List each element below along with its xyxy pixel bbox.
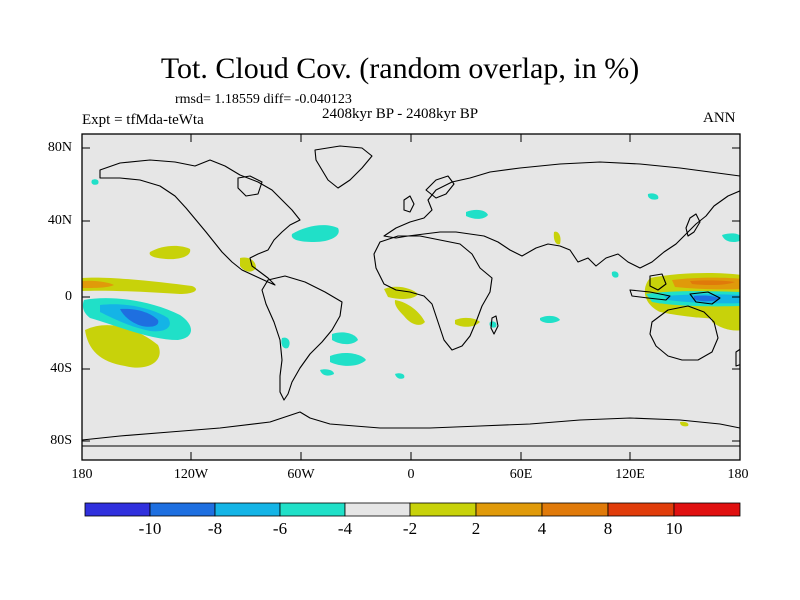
- anomaly-arabia-positive: [553, 231, 561, 245]
- colorbar-box-1: [84, 502, 151, 517]
- anomaly-indian-negative: [540, 315, 560, 323]
- anomaly-satl-negative2: [330, 353, 366, 366]
- anomaly-nw-europe-negative: [466, 209, 488, 219]
- coast-borneo: [649, 273, 667, 291]
- coast-north-america: [99, 159, 301, 286]
- anomaly-antarctic-positive: [680, 421, 689, 427]
- colorbar-label: 8: [603, 519, 613, 538]
- anomaly-angola-positive: [394, 300, 425, 325]
- anomaly-guinea-positive: [384, 286, 418, 299]
- coast-south-america: [261, 275, 343, 401]
- colorbar-label: -2: [402, 519, 418, 538]
- anomaly-maritime-negative: [611, 271, 619, 278]
- anomaly-npac-negative: [722, 233, 740, 243]
- lat-label-40n: 40N: [47, 213, 72, 228]
- colorbar-label: 10: [665, 519, 683, 538]
- coast-antarctica: [82, 411, 740, 447]
- colorbar-label: -10: [138, 519, 162, 538]
- experiment-label: Expt = tfMda-teWta: [82, 112, 204, 128]
- lon-label-180w: 180: [71, 467, 93, 482]
- lat-label-80n: 80N: [47, 140, 72, 155]
- colorbar-box-7: [475, 502, 543, 517]
- anomaly-pac-south-positive: [85, 325, 160, 368]
- lon-label-0: 0: [407, 467, 415, 482]
- anomaly-camerica-positive: [240, 257, 256, 272]
- colorbar-label: 2: [471, 519, 481, 538]
- lon-label-180e: 180: [727, 467, 749, 482]
- anomaly-wpac-darkorange: [690, 280, 735, 286]
- anomaly-pac-darkblue: [120, 308, 159, 327]
- coastlines: [82, 145, 740, 447]
- anomaly-nepac-positive: [149, 245, 191, 260]
- coast-uk: [403, 195, 415, 213]
- anomaly-asia-negative: [647, 193, 659, 200]
- plot-title: Tot. Cloud Cov. (random overlap, in %): [160, 52, 640, 85]
- coast-indonesia: [629, 289, 671, 301]
- coast-africa: [373, 235, 493, 351]
- colorbar-box-2: [149, 502, 216, 517]
- lon-label-120w: 120W: [173, 467, 209, 482]
- colorbar-box-8: [541, 502, 609, 517]
- coast-new-guinea: [689, 291, 721, 305]
- anomaly-sio-small: [395, 373, 405, 379]
- colorbar-label: 4: [537, 519, 547, 538]
- axis-ticks: [82, 134, 740, 460]
- anomaly-wpac-south-positive: [712, 315, 740, 331]
- lat-label-40s: 40S: [50, 361, 72, 376]
- anomaly-brazil-negative: [281, 337, 290, 349]
- anomaly-satl-negative: [332, 332, 358, 345]
- colorbar-label: -6: [272, 519, 288, 538]
- coast-new-zealand: [735, 348, 740, 367]
- colorbar: [84, 502, 741, 517]
- colorbar-label: -4: [337, 519, 353, 538]
- coast-madagascar: [490, 315, 499, 335]
- colorbar-label: -8: [207, 519, 223, 538]
- lon-label-120e: 120E: [615, 467, 645, 482]
- lat-label-0: 0: [65, 289, 72, 304]
- anomaly-namibia-positive: [455, 317, 480, 327]
- colorbar-box-3: [214, 502, 281, 517]
- anomaly-natl-negative: [291, 225, 339, 242]
- colorbar-box-5: [344, 502, 411, 517]
- season-label: ANN: [703, 110, 736, 126]
- lat-label-80s: 80S: [50, 433, 72, 448]
- coast-hudson-bay: [237, 175, 263, 197]
- colorbar-box-10: [673, 502, 741, 517]
- coast-australia: [649, 305, 719, 361]
- colorbar-box-4: [279, 502, 346, 517]
- lon-label-60w: 60W: [287, 467, 315, 482]
- stats-text: rmsd= 1.18559 diff= -0.040123: [175, 92, 352, 107]
- colorbar-box-6: [409, 502, 477, 517]
- coast-greenland: [314, 145, 373, 189]
- anomaly-pac-eq-band: [82, 277, 196, 294]
- lon-label-60e: 60E: [509, 467, 533, 482]
- anomaly-natl-small-negative: [91, 179, 99, 185]
- coast-eurasia: [383, 161, 740, 269]
- anomaly-pac-eq-orange: [82, 280, 114, 288]
- coast-japan: [685, 213, 701, 237]
- anomaly-layer: [82, 179, 740, 427]
- period-label: 2408kyr BP - 2408kyr BP: [322, 106, 479, 122]
- coast-scandinavia: [425, 175, 455, 199]
- anomaly-wpac-darkblue: [694, 295, 720, 302]
- anomaly-satl-small: [320, 369, 334, 376]
- colorbar-box-9: [607, 502, 675, 517]
